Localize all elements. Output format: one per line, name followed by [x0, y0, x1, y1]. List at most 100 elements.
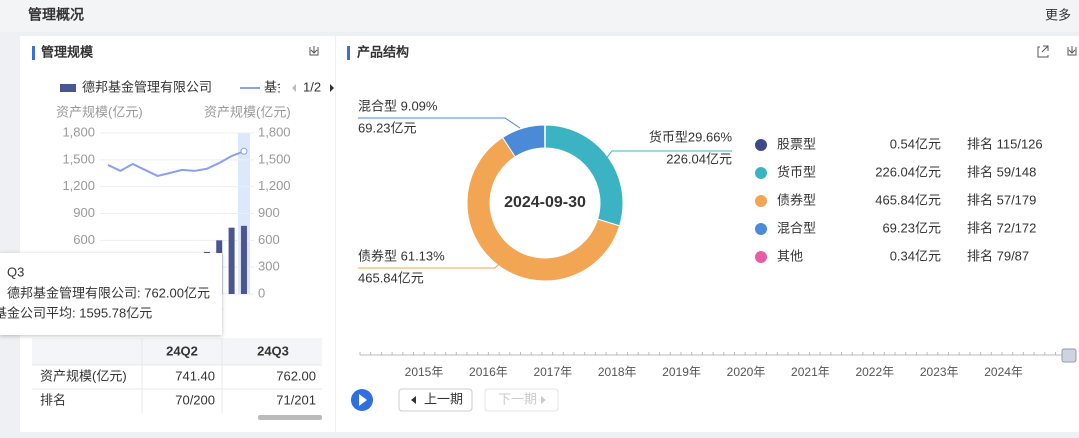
legend-label: 德邦基金管理有限公司 — [82, 79, 212, 94]
timeline-year: 2020年 — [727, 365, 766, 379]
table-header: 24Q3 — [257, 343, 289, 358]
y2-tick-label: 0 — [258, 285, 265, 300]
legend-value: 465.84亿元 — [875, 192, 941, 207]
table-header: 24Q2 — [166, 343, 198, 358]
timeline-year: 2018年 — [598, 365, 637, 379]
legend-label: 基金公司平均 — [264, 79, 342, 94]
legend-rank: 排名 79/87 — [967, 248, 1029, 263]
legend-dot — [755, 195, 767, 207]
y2-tick-label: 900 — [258, 205, 280, 220]
pager: 1/2 — [303, 79, 321, 94]
legend-label: 混合型 — [777, 220, 816, 235]
legend-value: 0.54亿元 — [890, 136, 941, 151]
y-tick-label: 1,800 — [62, 124, 95, 139]
table-header-bg — [32, 338, 322, 365]
table-cell: 排名 — [40, 392, 66, 407]
table-cell: 71/201 — [276, 392, 316, 407]
tooltip-title: Q3 — [7, 264, 24, 279]
play-icon — [359, 394, 367, 406]
table-cell: 资产规模(亿元) — [40, 368, 127, 383]
y-tick-label: 600 — [73, 232, 95, 247]
y2-tick-label: 1,800 — [258, 124, 291, 139]
table-cell: 762.00 — [276, 368, 316, 383]
table-cell: 70/200 — [175, 392, 215, 407]
timeline-year: 2023年 — [920, 365, 959, 379]
y-tick-label: 1,500 — [62, 151, 95, 166]
scrollbar — [258, 415, 322, 420]
legend-label: 其他 — [777, 248, 803, 263]
tooltip-line: 德邦基金管理有限公司: 762.00亿元 — [7, 285, 210, 300]
pager-prev[interactable] — [292, 84, 296, 92]
next-button[interactable] — [484, 388, 559, 412]
timeline-year: 2019年 — [662, 365, 701, 379]
legend-rank: 排名 59/148 — [967, 164, 1036, 179]
next-icon — [541, 396, 546, 404]
tooltip — [0, 253, 222, 335]
legend: 德邦基金管理有限公司 基金公司平均 — [60, 79, 342, 94]
next-label: 下一期 — [498, 391, 537, 406]
header-title: 管理概况 — [28, 7, 84, 23]
open-icon[interactable] — [1037, 45, 1049, 58]
header-bar — [0, 0, 1079, 32]
prev-label: 上一期 — [424, 391, 463, 406]
line — [107, 150, 245, 177]
more-link[interactable]: 更多 — [1045, 7, 1071, 22]
callout-label: 混合型 9.09% — [358, 98, 438, 113]
timeline-year: 2015年 — [405, 365, 444, 379]
legend-value: 69.23亿元 — [882, 220, 941, 235]
timeline-year: 2024年 — [984, 365, 1023, 379]
axis-title: 资产规模(亿元) — [204, 104, 291, 119]
title-marker — [347, 46, 350, 60]
pager-next[interactable] — [330, 84, 334, 92]
legend-dot — [755, 139, 767, 151]
timeline-handle[interactable] — [1061, 348, 1077, 363]
timeline-year: 2016年 — [469, 365, 508, 379]
legend-swatch — [60, 84, 76, 92]
callout-amount: 226.04亿元 — [666, 151, 732, 166]
legend-dot — [755, 167, 767, 179]
download-icon[interactable] — [1067, 46, 1077, 56]
prev-button[interactable] — [398, 388, 473, 412]
timeline-year: 2021年 — [791, 365, 830, 379]
legend-dot — [755, 223, 767, 235]
prev-icon — [411, 396, 416, 404]
y2-tick-label: 300 — [258, 259, 280, 274]
legend-label: 债券型 — [777, 192, 816, 207]
left-panel — [20, 36, 335, 432]
tooltip-line: 基金公司平均: 1595.78亿元 — [0, 305, 152, 320]
bar — [240, 225, 247, 294]
donut-center: 2024-09-30 — [504, 194, 586, 211]
legend-value: 226.04亿元 — [875, 164, 941, 179]
callout-amount: 465.84亿元 — [358, 270, 424, 285]
callout-amount: 69.23亿元 — [358, 120, 417, 135]
legend-dot — [755, 251, 767, 263]
legend-label: 股票型 — [777, 136, 816, 151]
callout-label: 债券型 61.13% — [358, 248, 445, 263]
donut-slice — [466, 136, 621, 282]
y2-tick-label: 1,500 — [258, 151, 291, 166]
bar — [228, 227, 235, 294]
callout-line — [358, 117, 521, 129]
legend-label: 货币型 — [777, 164, 816, 179]
callout-line — [604, 150, 732, 161]
download-icon[interactable] — [309, 46, 319, 56]
panel-title: 产品结构 — [357, 44, 409, 59]
timeline-year: 2017年 — [533, 365, 572, 379]
timeline-year: 2022年 — [855, 365, 894, 379]
y-tick-label: 1,200 — [62, 178, 95, 193]
line-point — [240, 147, 248, 155]
legend-value: 0.34亿元 — [890, 248, 941, 263]
right-panel — [336, 36, 1079, 432]
callout-label: 货币型29.66% — [649, 129, 733, 144]
y-tick-label: 900 — [73, 205, 95, 220]
y2-tick-label: 1,200 — [258, 178, 291, 193]
title-marker — [32, 46, 35, 60]
y2-tick-label: 600 — [258, 232, 280, 247]
legend-rank: 排名 72/172 — [967, 220, 1036, 235]
axis-title: 资产规模(亿元) — [56, 104, 143, 119]
table-cell: 741.40 — [175, 368, 215, 383]
callout-line — [358, 257, 506, 269]
legend-rank: 排名 57/179 — [967, 192, 1036, 207]
panel-title: 管理规模 — [41, 44, 94, 59]
